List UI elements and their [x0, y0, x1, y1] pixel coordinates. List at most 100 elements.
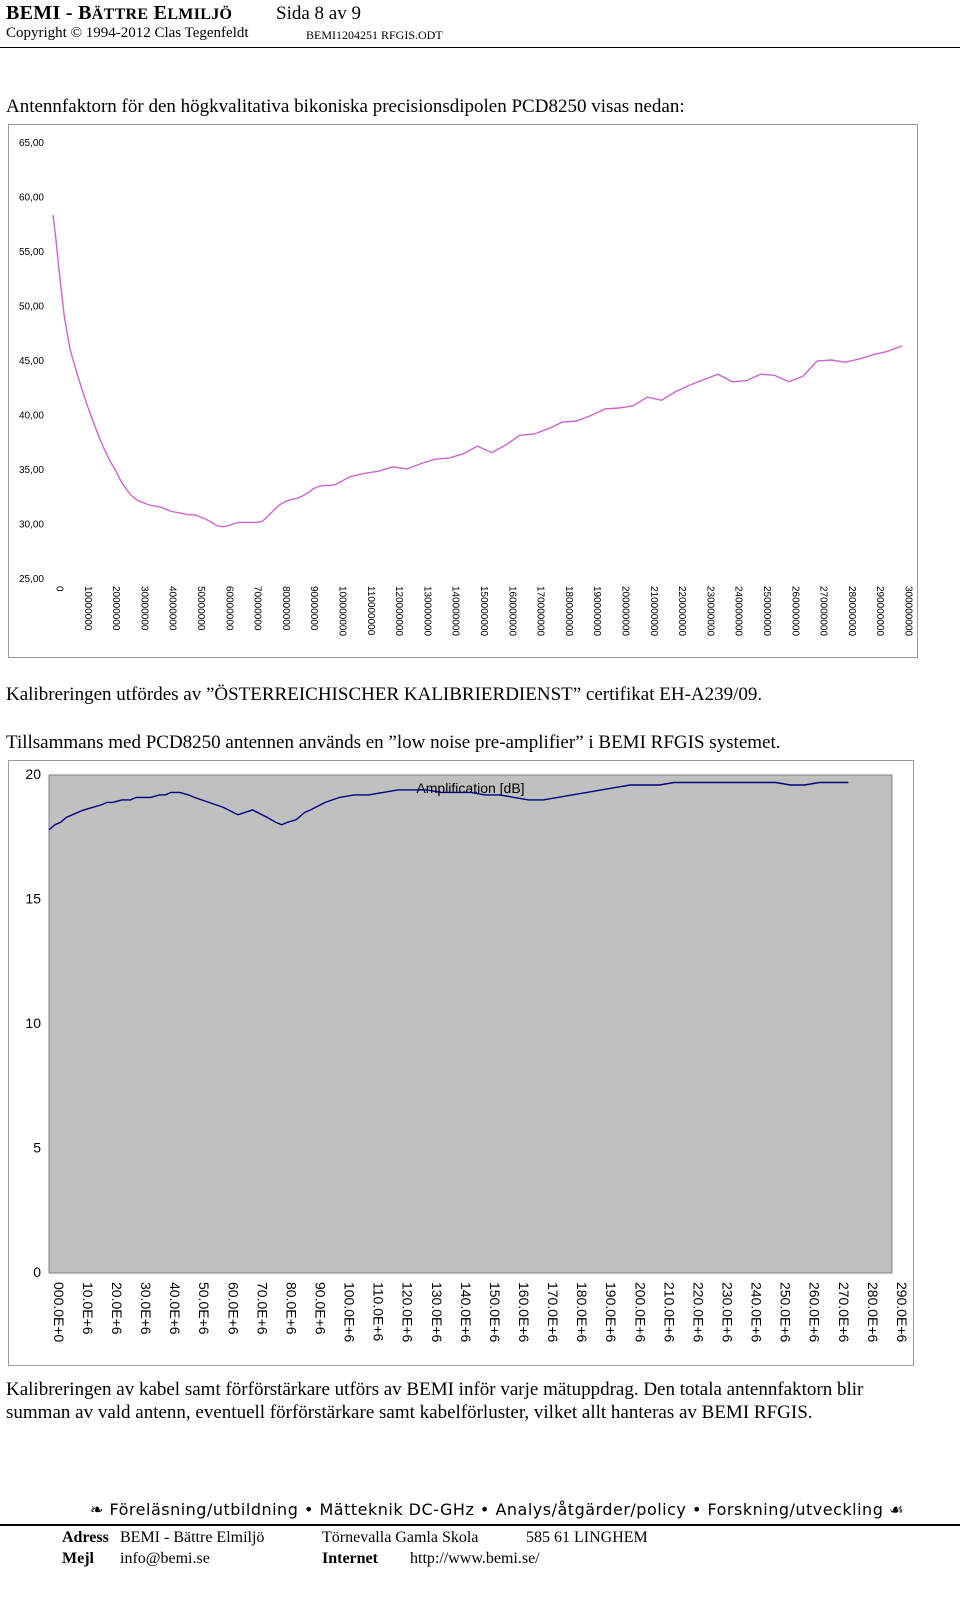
y-tick-label: 0 [33, 1264, 41, 1280]
x-tick-label: 10000000 [82, 586, 93, 631]
x-tick-label: 270.0E+6 [836, 1282, 852, 1343]
x-tick-label: 70.0E+6 [254, 1282, 270, 1335]
x-tick-label: 130000000 [421, 586, 432, 636]
x-tick-label: 230.0E+6 [719, 1282, 735, 1343]
x-tick-label: 170000000 [535, 586, 546, 636]
y-tick-label: 45,00 [19, 356, 44, 367]
x-tick-label: 250.0E+6 [778, 1282, 794, 1343]
x-tick-label: 40.0E+6 [167, 1282, 183, 1335]
x-tick-label: 200.0E+6 [632, 1282, 648, 1343]
amplification-plot: Amplification [dB] 20 15 10 5 0 000.0E+0 10.0E+… [25, 766, 910, 1343]
x-tick-label: 180000000 [563, 586, 574, 636]
x-tick-label: 20.0E+6 [109, 1282, 125, 1335]
copyright: Copyright © 1994-2012 Clas Tegenfeldt [6, 25, 249, 41]
y-tick-label: 10 [25, 1015, 41, 1031]
x-tick-label: 110.0E+6 [371, 1282, 387, 1342]
x-tick-label: 120.0E+6 [400, 1282, 416, 1343]
website-link[interactable]: http://www.bemi.se/ [410, 1550, 540, 1567]
y-tick-label: 40,00 [19, 411, 44, 422]
mail-link[interactable]: info@bemi.se [120, 1550, 210, 1567]
file-name: BEMI1204251 RFGIS.ODT [306, 28, 443, 42]
y-tick-label: 55,00 [19, 247, 44, 258]
x-tick-label: 100.0E+6 [342, 1282, 358, 1343]
y-tick-label: 65,00 [19, 138, 44, 149]
x-tick-label: 80000000 [280, 586, 291, 631]
x-tick-label: 90000000 [308, 586, 319, 631]
x-tick-label: 220.0E+6 [690, 1282, 706, 1343]
address-zip: 585 61 LINGHEM [526, 1529, 648, 1546]
ornament-left-icon: ❧ [90, 1500, 110, 1519]
antenna-factor-chart: 65,00 60,00 55,00 50,00 45,00 40,00 35,00 30,00… [8, 124, 918, 658]
x-tick-label: 160.0E+6 [516, 1282, 532, 1343]
y-tick-label: 20 [25, 766, 41, 782]
x-tick-label: 280.0E+6 [865, 1282, 881, 1343]
total-factor-line-1: Kalibreringen av kabel samt förförstärka… [6, 1379, 864, 1400]
x-tick-label: 260.0E+6 [807, 1282, 823, 1343]
x-tick-label: 110000000 [365, 586, 376, 636]
x-tick-label: 90.0E+6 [313, 1282, 329, 1335]
x-tick-label: 160000000 [506, 586, 517, 636]
x-tick-label: 240.0E+6 [749, 1282, 765, 1343]
x-tick-label: 290000000 [874, 586, 885, 636]
data-line [52, 214, 903, 528]
address-label: Adress [62, 1529, 109, 1546]
x-tick-label: 30000000 [138, 586, 149, 631]
chart-title: Amplification [dB] [416, 780, 524, 796]
footer-motto: ❧ Föreläsning/utbildning • Mätteknik DC-… [90, 1500, 904, 1519]
internet-label: Internet [322, 1550, 378, 1567]
ornament-right-icon: ☙ [883, 1500, 904, 1519]
x-tick-label: 20000000 [110, 586, 121, 631]
preamp-text: Tillsammans med PCD8250 antennen används… [6, 732, 781, 753]
x-tick-label: 260000000 [789, 586, 800, 636]
total-factor-text: Kalibreringen av kabel samt förförstärka… [6, 1378, 863, 1424]
y-tick-label: 15 [25, 891, 41, 907]
x-tick-label: 230000000 [704, 586, 715, 636]
footer-motto-text: Föreläsning/utbildning • Mätteknik DC-GH… [109, 1500, 884, 1519]
x-tick-label: 290.0E+6 [894, 1282, 910, 1343]
address-value: BEMI - Bättre Elmiljö [120, 1529, 265, 1546]
x-tick-label: 190000000 [591, 586, 602, 636]
x-tick-label: 130.0E+6 [429, 1282, 445, 1343]
x-tick-label: 200000000 [620, 586, 631, 636]
x-tick-label: 270000000 [818, 586, 829, 636]
x-tick-label: 50000000 [195, 586, 206, 631]
x-tick-label: 180.0E+6 [574, 1282, 590, 1343]
x-tick-label: 50.0E+6 [196, 1282, 212, 1335]
mail-label: Mejl [62, 1550, 94, 1567]
footer-divider [0, 1524, 960, 1526]
y-tick-label: 60,00 [19, 193, 44, 204]
x-tick-label: 10.0E+6 [80, 1282, 96, 1335]
x-tick-label: 280000000 [846, 586, 857, 636]
x-tick-label: 300000000 [903, 586, 914, 636]
x-tick-label: 140000000 [450, 586, 461, 636]
x-tick-label: 100000000 [337, 586, 348, 636]
intro-text: Antennfaktorn för den högkvalitativa bik… [6, 96, 685, 117]
x-tick-label: 250000000 [761, 586, 772, 636]
plot-area [48, 774, 893, 1274]
x-tick-label: 190.0E+6 [603, 1282, 619, 1343]
x-tick-label: 60.0E+6 [225, 1282, 241, 1335]
y-tick-label: 50,00 [19, 302, 44, 313]
x-tick-label: 210.0E+6 [661, 1282, 677, 1343]
address-street: Törnevalla Gamla Skola [322, 1529, 479, 1546]
y-tick-label: 30,00 [19, 520, 44, 531]
document-title: BEMI - BÄTTRE ELMILJÖ [6, 2, 233, 24]
page-number: Sida 8 av 9 [276, 3, 361, 24]
x-tick-label: 240000000 [733, 586, 744, 636]
y-tick-label: 35,00 [19, 465, 44, 476]
x-tick-label: 150000000 [478, 586, 489, 636]
header-divider [0, 47, 960, 48]
total-factor-line-2: summan av vald antenn, eventuell förförs… [6, 1402, 813, 1423]
antenna-factor-plot: 65,00 60,00 55,00 50,00 45,00 40,00 35,00 30,00… [19, 138, 914, 636]
x-tick-label: 80.0E+6 [283, 1282, 299, 1335]
x-tick-label: 60000000 [223, 586, 234, 631]
x-tick-label: 150.0E+6 [487, 1282, 503, 1343]
x-tick-label: 140.0E+6 [458, 1282, 474, 1343]
x-tick-label: 70000000 [252, 586, 263, 631]
y-tick-label: 5 [33, 1140, 41, 1156]
calibration-text: Kalibreringen utfördes av ”ÖSTERREICHISC… [6, 684, 763, 705]
amplification-chart: Amplification [dB] 20 15 10 5 0 000.0E+0 10.0E+… [8, 760, 914, 1366]
data-line [48, 781, 849, 831]
y-tick-label: 25,00 [19, 574, 44, 585]
x-tick-label: 30.0E+6 [138, 1282, 154, 1335]
